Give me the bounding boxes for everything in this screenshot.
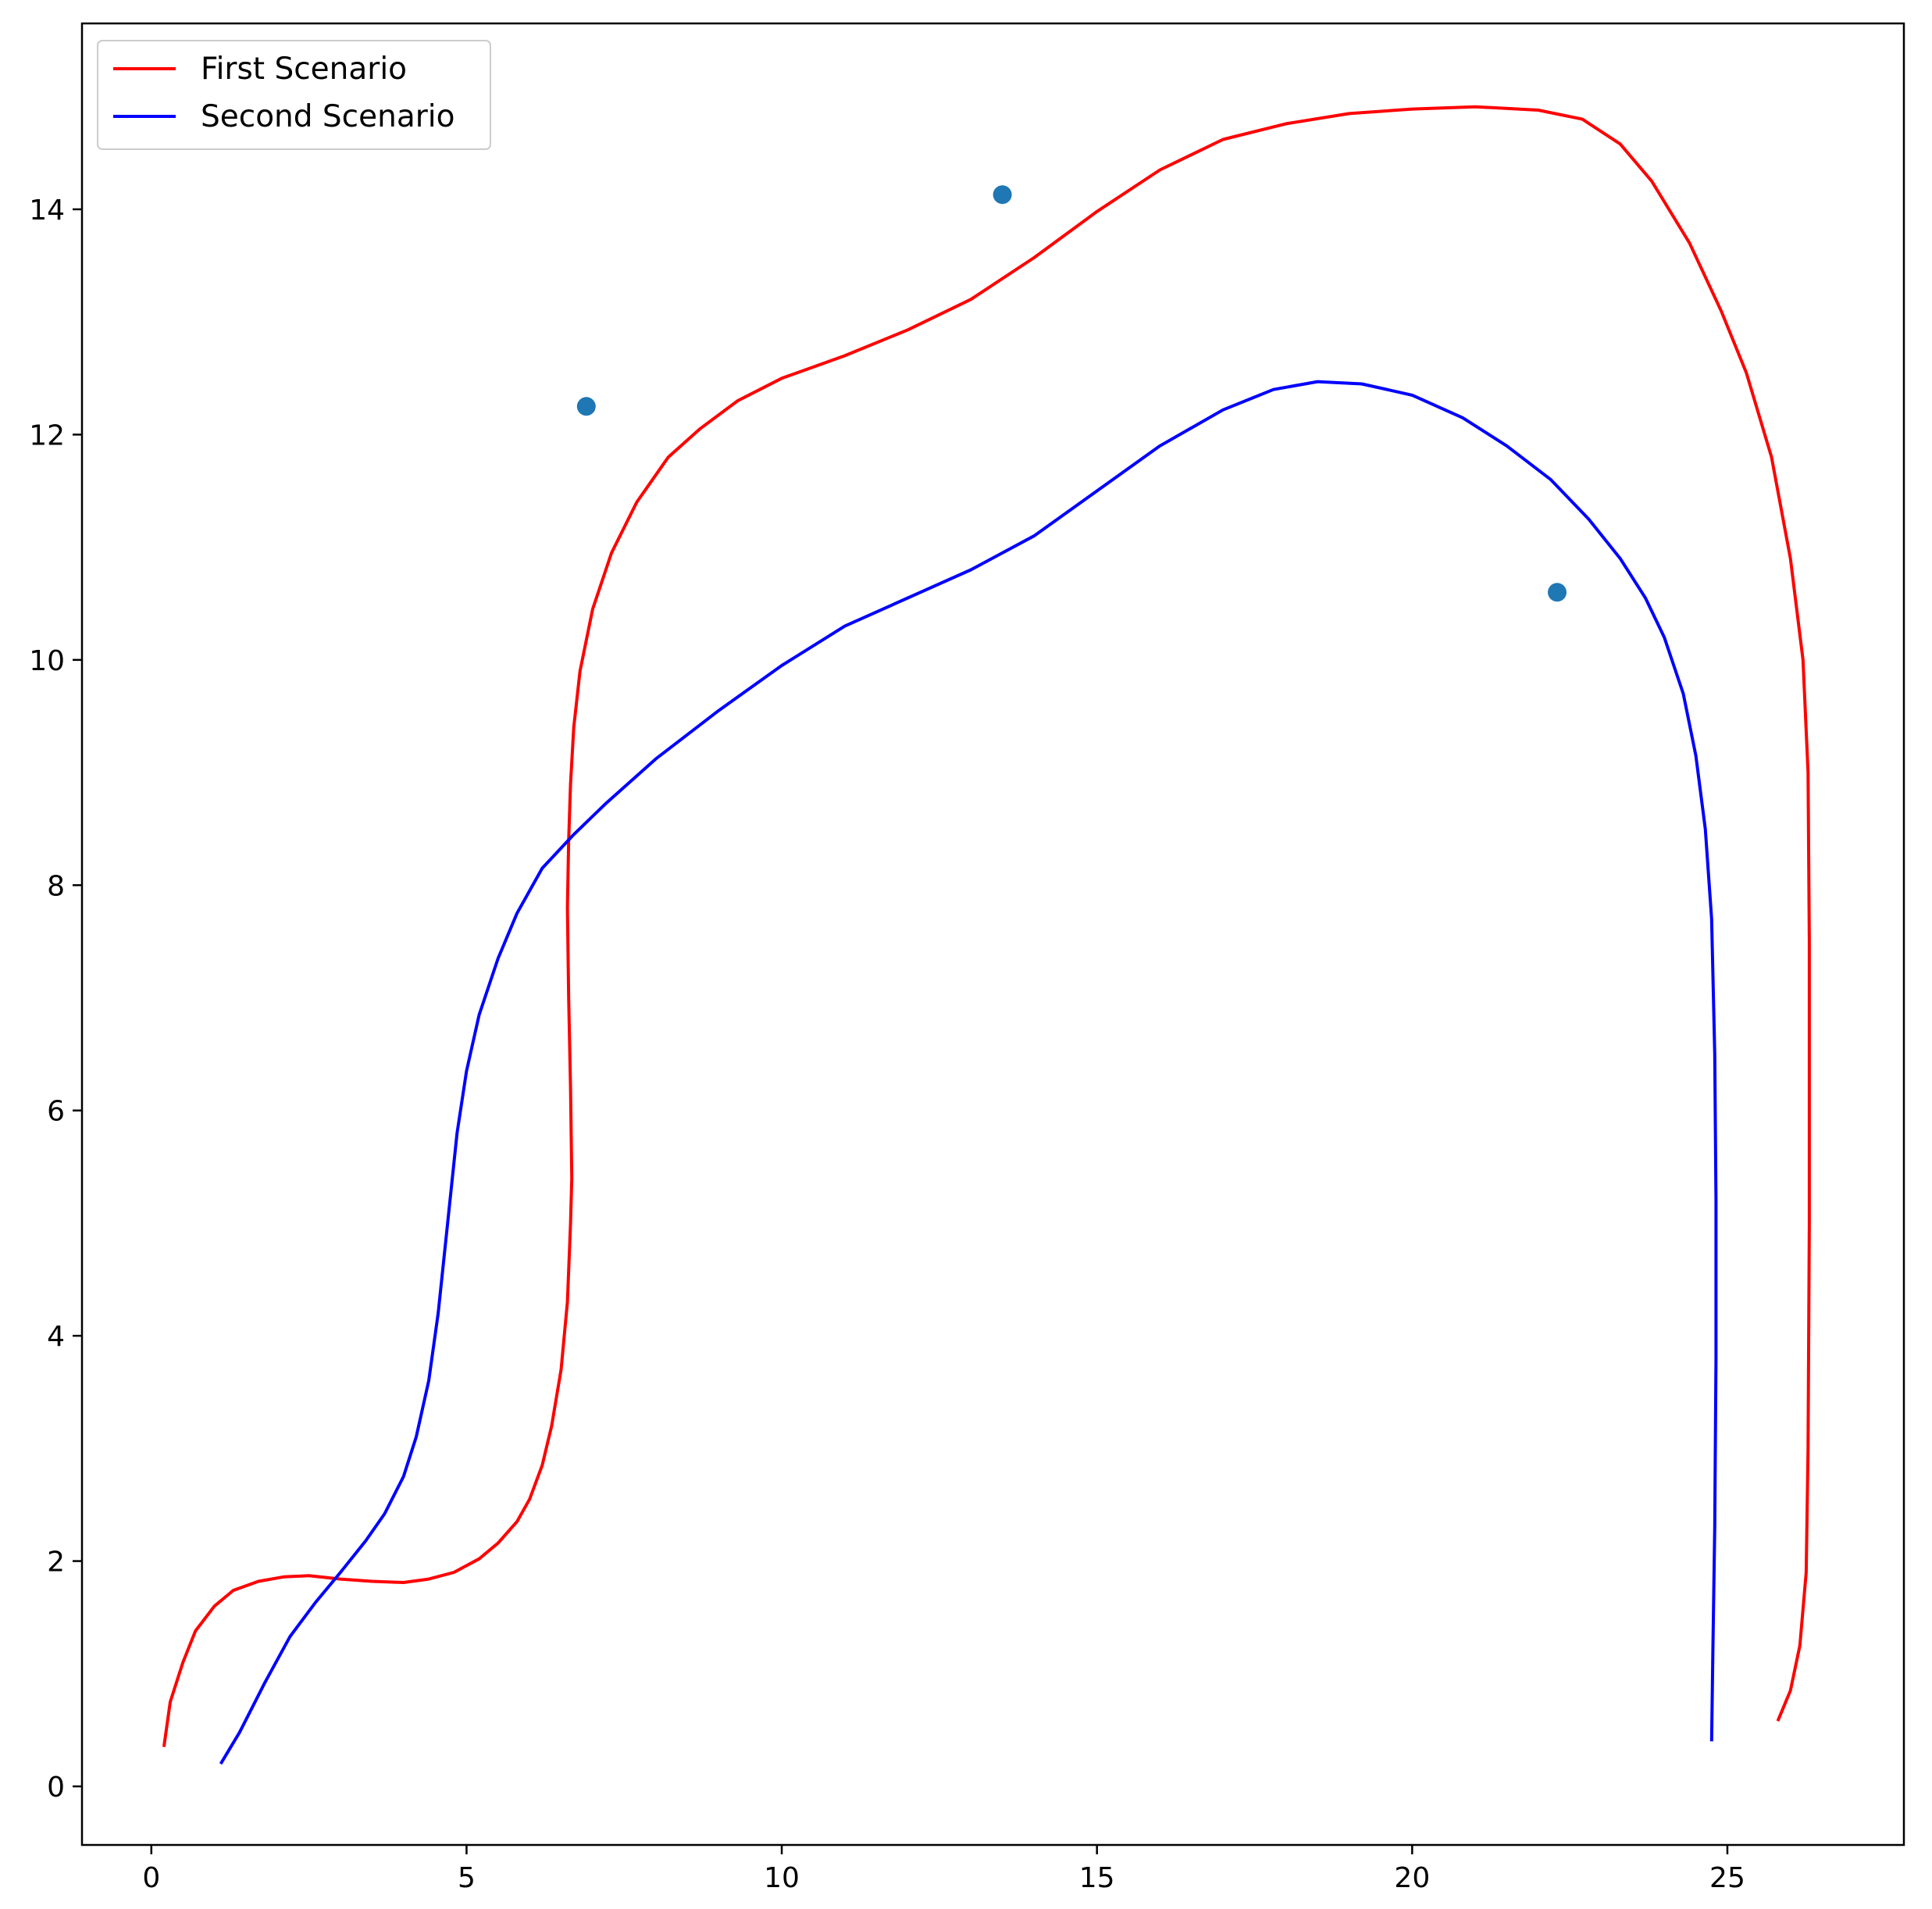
x-tick-label: 0	[142, 1862, 160, 1894]
legend-label-second-scenario: Second Scenario	[201, 99, 454, 134]
scatter-point-2	[993, 185, 1012, 205]
legend-box	[97, 40, 491, 150]
legend-label-first-scenario: First Scenario	[201, 52, 407, 87]
scatter-point-1	[576, 397, 596, 416]
series-line-first-scenario	[162, 105, 1811, 1747]
y-tick-label: 12	[29, 419, 65, 451]
x-tick-label: 15	[1079, 1862, 1115, 1894]
scatter-layer	[576, 185, 1567, 602]
y-tick-label: 10	[29, 645, 65, 677]
x-tick-label: 25	[1709, 1862, 1745, 1894]
x-axis-ticks: 0 5 10 15 20 25	[142, 1845, 1745, 1894]
y-tick-label: 14	[29, 194, 65, 227]
y-tick-label: 0	[47, 1772, 65, 1804]
y-tick-label: 2	[47, 1547, 65, 1579]
x-tick-label: 20	[1394, 1862, 1430, 1894]
scatter-point-3	[1548, 583, 1567, 602]
y-tick-label: 4	[47, 1321, 65, 1353]
y-axis-ticks: 0 2 4 6 8 10 12 14	[29, 194, 82, 1804]
plot-area-frame	[80, 22, 1905, 1847]
y-tick-label: 8	[47, 870, 65, 902]
series-layer	[162, 105, 1811, 1765]
series-line-second-scenario	[219, 380, 1718, 1765]
y-tick-label: 6	[47, 1096, 65, 1128]
x-tick-label: 5	[458, 1862, 476, 1894]
legend: First Scenario Second Scenario	[97, 40, 491, 150]
x-tick-label: 10	[764, 1862, 800, 1894]
